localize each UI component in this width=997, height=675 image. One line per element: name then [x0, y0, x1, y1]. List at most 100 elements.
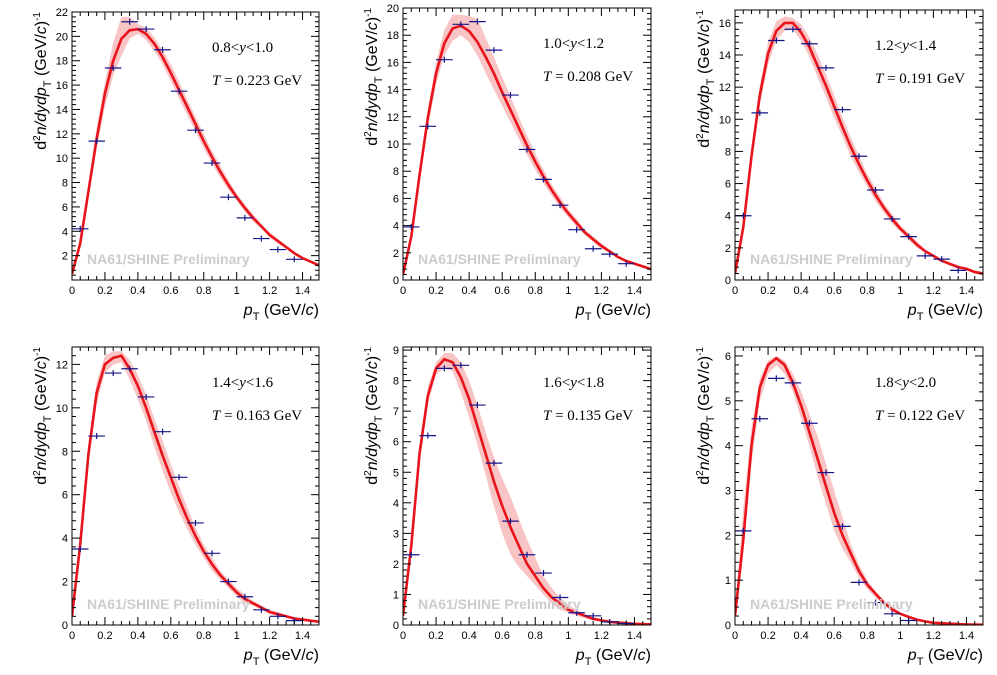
x-tick-label: 0 — [732, 285, 738, 297]
rapidity-range-label: 1.4<y<1.6 — [212, 375, 274, 391]
label-part: y — [568, 375, 577, 391]
y-tick-label: 10 — [56, 403, 68, 415]
label-part: n/dydp — [33, 87, 50, 135]
data-point — [551, 202, 569, 209]
label-part: (GeV/ — [364, 369, 381, 416]
label-part: c — [638, 647, 646, 664]
label-part: T — [585, 311, 592, 323]
data-point — [436, 56, 453, 63]
label-part: T — [373, 76, 385, 83]
x-tick-label: 0.8 — [860, 285, 875, 297]
label-part: ) — [696, 356, 713, 361]
y-tick-label: 3 — [725, 485, 731, 497]
data-point — [154, 46, 171, 53]
y-tick-label: 6 — [393, 437, 399, 449]
x-tick-label: 0.8 — [860, 630, 875, 642]
fit-curve — [72, 354, 319, 623]
label-part: d — [364, 476, 381, 485]
watermark: NA61/SHINE Preliminary — [87, 596, 250, 612]
data-point — [203, 550, 221, 557]
y-tick-label: 5 — [725, 396, 731, 408]
label-part: 2 — [695, 133, 706, 139]
label-part: c — [970, 302, 978, 319]
label-part: < — [562, 36, 570, 52]
data-point — [502, 92, 519, 99]
label-part: c — [364, 22, 381, 30]
watermark: NA61/SHINE Preliminary — [418, 251, 581, 267]
label-part: c — [638, 302, 646, 319]
fit-curve — [72, 27, 319, 275]
label-part: (GeV/ — [591, 647, 638, 664]
label-part: y — [900, 375, 909, 391]
label-part: ) — [33, 356, 50, 361]
x-tick-label: 1.2 — [926, 630, 941, 642]
label-part: 1.6 — [254, 375, 273, 391]
data-point — [403, 223, 420, 230]
data-point — [72, 225, 89, 232]
plot-frame — [71, 11, 320, 281]
data-point — [535, 570, 552, 577]
label-part: T — [543, 408, 553, 424]
label-part: (GeV/ — [923, 647, 970, 664]
label-part: p — [907, 302, 917, 319]
label-part: < — [577, 375, 585, 391]
y-axis: 0 2 4 6 8 10 12 — [56, 346, 319, 632]
label-part: c — [970, 647, 978, 664]
label-part: -1 — [363, 8, 374, 17]
label-part: n/dydp — [33, 422, 50, 470]
watermark: NA61/SHINE Preliminary — [750, 596, 913, 612]
x-tick-label: 1 — [565, 285, 571, 297]
x-tick-label: 0 — [69, 630, 75, 642]
y-tick-label: 1 — [725, 575, 731, 587]
data-point — [170, 474, 188, 481]
data-point — [236, 214, 254, 221]
plot-frame — [402, 346, 652, 626]
data-point — [867, 599, 884, 606]
data-point — [137, 393, 155, 400]
data-point — [220, 194, 237, 201]
label-part: T — [253, 656, 260, 668]
y-tick-label: 0 — [725, 275, 731, 287]
y-tick-label: 18 — [56, 56, 68, 68]
y-tick-label: 2 — [725, 530, 731, 542]
rapidity-range-label: 0.8<y<1.0 — [212, 40, 273, 56]
label-part: d — [33, 476, 50, 485]
data-point — [834, 106, 851, 113]
data-point — [253, 606, 270, 613]
data-point — [867, 187, 884, 193]
label-part: T — [875, 71, 885, 87]
y-axis: 0 1 2 3 4 5 6 — [725, 346, 983, 632]
x-tick-label: 0.2 — [760, 630, 775, 642]
label-part: 1.2 — [875, 38, 894, 54]
x-tick-label: 0.4 — [130, 630, 145, 642]
label-part: (GeV/ — [923, 302, 970, 319]
temperature-label: T = 0.191 GeV — [875, 71, 965, 87]
data-point — [485, 460, 503, 467]
y-axis: 0 1 2 3 4 5 6 7 8 9 — [393, 345, 651, 632]
label-part: < — [894, 38, 902, 54]
y-tick-label: 12 — [56, 359, 68, 371]
data-point — [403, 551, 420, 558]
watermark: NA61/SHINE Preliminary — [87, 251, 250, 267]
label-part: n/dydp — [696, 422, 713, 470]
data-point — [801, 40, 818, 47]
label-part: < — [231, 40, 239, 56]
label-part: d — [696, 476, 713, 485]
y-tick-label: 12 — [387, 112, 399, 124]
x-tick-label: 1 — [234, 285, 240, 297]
x-tick-label: 1 — [565, 630, 571, 642]
data-point — [883, 610, 901, 617]
label-part: (GeV/ — [696, 369, 713, 416]
label-part: ) — [314, 647, 319, 664]
data-point — [170, 88, 188, 95]
label-part: 1.8 — [875, 375, 894, 391]
x-tick-label: 1.4 — [295, 630, 310, 642]
data-point — [137, 26, 155, 33]
x-tick-label: 1 — [897, 630, 903, 642]
y-tick-label: 10 — [387, 139, 399, 151]
data-point — [485, 47, 503, 54]
y-tick-label: 22 — [56, 7, 68, 19]
data-point — [419, 123, 437, 130]
label-part: = 0.208 GeV — [551, 69, 633, 85]
label-part: c — [33, 26, 50, 34]
